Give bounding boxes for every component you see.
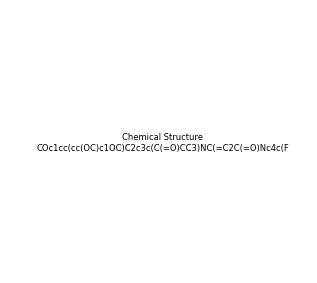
Text: Chemical Structure
COc1cc(cc(OC)c1OC)C2c3c(C(=O)CC3)NC(=C2C(=O)Nc4c(F: Chemical Structure COc1cc(cc(OC)c1OC)C2c… [36, 133, 289, 153]
